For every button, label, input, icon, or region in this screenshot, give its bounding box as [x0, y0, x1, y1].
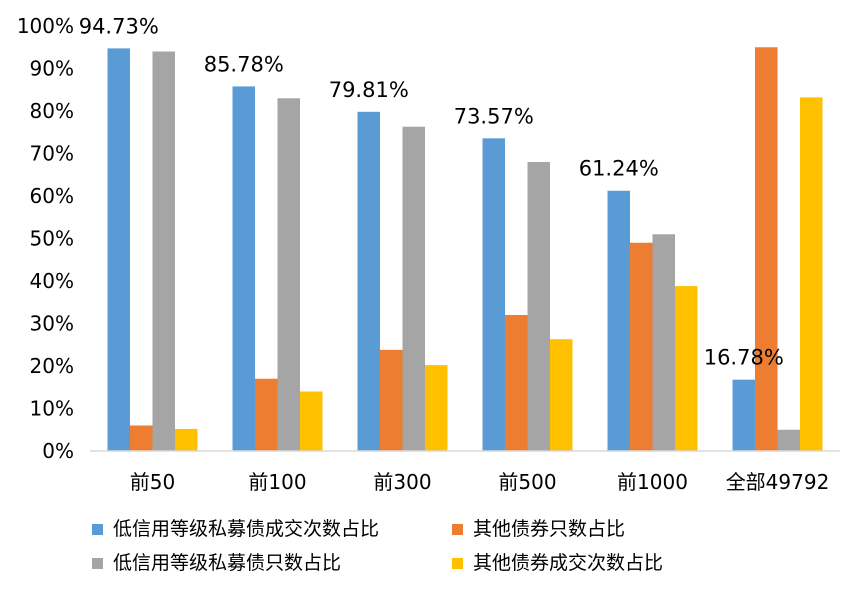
bar	[607, 190, 630, 452]
legend-swatch	[92, 523, 103, 535]
y-tick-label: 80%	[30, 99, 74, 123]
x-tick-label: 前50	[130, 470, 175, 494]
x-tick-label: 前1000	[617, 470, 688, 494]
y-tick-label: 40%	[30, 269, 74, 293]
x-tick-label: 前300	[373, 470, 431, 494]
bar	[232, 86, 255, 451]
y-tick-label: 100%	[17, 14, 74, 38]
legend-label: 其他债券只数占比	[473, 518, 626, 540]
y-tick-label: 10%	[30, 397, 74, 421]
data-label: 16.78%	[704, 346, 784, 370]
data-label: 79.81%	[329, 78, 409, 102]
legend: 低信用等级私募债成交次数占比 其他债券只数占比 低信用等级私募债只数占比 其他债…	[92, 518, 732, 574]
bar	[675, 286, 698, 451]
y-tick-label: 70%	[30, 142, 74, 166]
bar	[527, 162, 550, 451]
bar	[652, 234, 675, 451]
bar	[505, 315, 528, 451]
bar	[300, 391, 323, 451]
bar	[130, 425, 153, 451]
legend-item-low-credit-trades: 低信用等级私募债成交次数占比	[92, 518, 452, 540]
bar	[255, 378, 278, 451]
bar-chart: 0% 10% 20% 30% 40% 50% 60% 70% 80% 90% 100% 94.73%…	[17, 14, 840, 494]
data-label: 85.78%	[204, 52, 284, 76]
legend-item-low-credit-count: 低信用等级私募债只数占比	[92, 552, 452, 574]
bar	[777, 429, 800, 451]
legend-item-other-trades: 其他债券成交次数占比	[452, 552, 732, 574]
bar	[425, 365, 448, 451]
y-tick-label: 20%	[30, 354, 74, 378]
bar	[482, 138, 505, 451]
bar	[380, 349, 403, 451]
legend-item-other-count: 其他债券只数占比	[452, 518, 732, 540]
y-tick-label: 50%	[30, 227, 74, 251]
y-axis-ticks: 0% 10% 20% 30% 40% 50% 60% 70% 80% 90% 100%	[17, 14, 74, 463]
data-label: 73.57%	[454, 104, 534, 128]
data-label: 61.24%	[579, 157, 659, 181]
bar	[175, 428, 198, 451]
bar	[402, 126, 425, 451]
x-tick-label: 全部49792	[726, 470, 830, 494]
bar	[357, 111, 380, 452]
bar	[107, 48, 130, 452]
bar	[732, 379, 755, 451]
x-tick-label: 前500	[498, 470, 556, 494]
bars	[107, 47, 823, 452]
x-tick-label: 前100	[248, 470, 306, 494]
y-tick-label: 60%	[30, 184, 74, 208]
bar	[152, 51, 175, 451]
x-axis-ticks: 前50 前100 前300 前500 前1000 全部49792	[130, 470, 830, 494]
bar	[800, 97, 823, 452]
bar	[630, 242, 653, 451]
bar	[277, 98, 300, 451]
bar	[755, 47, 778, 451]
y-tick-label: 30%	[30, 312, 74, 336]
legend-swatch	[452, 523, 463, 535]
y-tick-label: 90%	[30, 57, 74, 81]
data-label: 94.73%	[79, 14, 159, 38]
legend-label: 低信用等级私募债只数占比	[113, 552, 342, 574]
bar	[550, 339, 573, 451]
legend-label: 低信用等级私募债成交次数占比	[113, 518, 380, 540]
y-tick-label: 0%	[42, 439, 74, 463]
legend-swatch	[452, 557, 463, 569]
legend-swatch	[92, 557, 103, 569]
data-labels: 94.73% 85.78% 79.81% 73.57% 61.24% 16.78%	[79, 14, 784, 369]
legend-label: 其他债券成交次数占比	[473, 552, 664, 574]
